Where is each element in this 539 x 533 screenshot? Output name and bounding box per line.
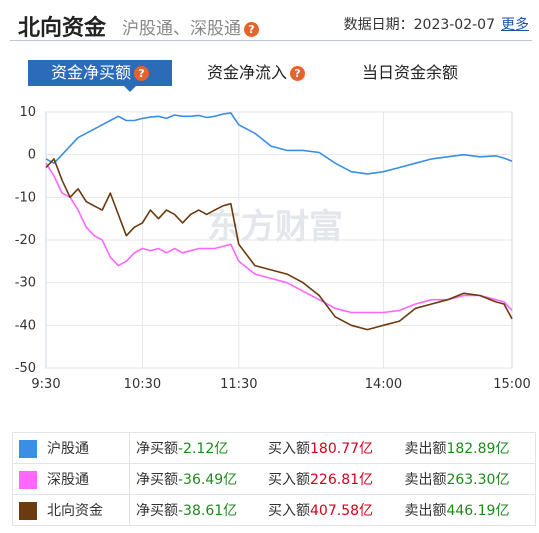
- buy-value: 407.58亿: [310, 503, 374, 519]
- legend-series: 北向资金: [12, 494, 130, 526]
- page-title: 北向资金: [18, 16, 107, 41]
- y-tick-label: 10: [19, 105, 36, 120]
- more-link[interactable]: 更多: [501, 17, 529, 33]
- buy-label: 买入额: [268, 441, 311, 457]
- data-date: 数据日期：2023-02-07 更多: [344, 14, 529, 34]
- net-value: -38.61亿: [178, 503, 238, 519]
- legend-table: 沪股通 净买额-2.12亿 买入额180.77亿 卖出额182.89亿 深股通 净买额-3…: [12, 432, 537, 526]
- sell-label: 卖出额: [404, 503, 447, 519]
- legend-swatch: [19, 502, 37, 520]
- subtitle-text: 沪股通、深股通: [122, 19, 241, 39]
- legend-series: 深股通: [12, 463, 130, 495]
- series-line-2: [45, 158, 513, 331]
- y-tick-label: -50: [15, 361, 36, 376]
- series-line-0: [45, 112, 513, 175]
- y-tick-label: -10: [15, 190, 36, 205]
- net-value: -2.12亿: [178, 441, 229, 457]
- legend-series-name: 深股通: [47, 472, 89, 488]
- x-tick-label: 14:00: [365, 377, 402, 392]
- help-icon[interactable]: ?: [134, 66, 149, 81]
- net-label: 净买额: [136, 503, 178, 519]
- y-axis-labels: 10 0 -10 -20 -30 -40 -50: [15, 105, 36, 376]
- sell-value: 446.19亿: [446, 503, 510, 519]
- net-label: 净买额: [136, 441, 178, 457]
- legend-net: 净买额-36.49亿: [129, 463, 263, 495]
- sell-value: 263.30亿: [446, 472, 510, 488]
- legend-series-name: 沪股通: [47, 441, 89, 457]
- date-label: 数据日期：: [343, 17, 414, 33]
- legend-net: 净买额-2.12亿: [129, 432, 263, 464]
- x-axis-labels: 9:30 10:30 11:30 14:00 15:00: [31, 377, 530, 392]
- x-tick-label: 15:00: [493, 377, 530, 392]
- legend-net: 净买额-38.61亿: [129, 494, 263, 526]
- tab-net-inflow-label: 资金净流入: [206, 63, 287, 82]
- tab-net-buy[interactable]: 资金净买额?: [28, 60, 172, 92]
- tab-daily-balance-label: 当日资金余额: [361, 63, 458, 82]
- date-value: 2023-02-07: [413, 17, 495, 33]
- sell-label: 卖出额: [404, 441, 447, 457]
- chart-series: [45, 112, 513, 331]
- y-tick-label: -40: [15, 318, 36, 333]
- x-tick-label: 9:30: [31, 377, 60, 392]
- tab-daily-balance[interactable]: 当日资金余额: [345, 60, 475, 86]
- legend-sell: 卖出额446.19亿: [398, 494, 537, 526]
- page-subtitle: 沪股通、深股通?: [122, 14, 259, 39]
- legend-row: 北向资金 净买额-38.61亿 买入额407.58亿 卖出额446.19亿: [12, 494, 537, 526]
- legend-buy: 买入额180.77亿: [262, 432, 399, 464]
- y-tick-label: -30: [15, 276, 36, 291]
- net-label: 净买额: [136, 472, 178, 488]
- north-fund-chart: 东方财富 10 0 -10 -20 -30 -40 -50 9:30 10:30 11:30 14…: [15, 105, 531, 392]
- y-tick-label: -20: [15, 233, 36, 248]
- buy-value: 180.77亿: [310, 441, 374, 457]
- legend-sell: 卖出额263.30亿: [398, 463, 537, 495]
- chart-tabs: 资金净买额? 资金净流入? 当日资金余额: [0, 60, 539, 92]
- legend-row: 沪股通 净买额-2.12亿 买入额180.77亿 卖出额182.89亿: [12, 432, 537, 464]
- active-tab-pointer: [124, 86, 136, 92]
- legend-buy: 买入额407.58亿: [262, 494, 399, 526]
- tab-net-buy-label: 资金净买额: [50, 63, 131, 82]
- legend-buy: 买入额226.81亿: [262, 463, 399, 495]
- help-icon[interactable]: ?: [290, 66, 305, 81]
- x-tick-label: 11:30: [220, 377, 257, 392]
- series-line-1: [45, 162, 513, 314]
- legend-sell: 卖出额182.89亿: [398, 432, 537, 464]
- legend-series-name: 北向资金: [47, 503, 103, 519]
- buy-value: 226.81亿: [310, 472, 374, 488]
- legend-swatch: [19, 471, 37, 489]
- legend-series: 沪股通: [12, 432, 130, 464]
- y-tick-label: 0: [28, 148, 36, 163]
- sell-value: 182.89亿: [446, 441, 510, 457]
- help-icon[interactable]: ?: [244, 21, 259, 37]
- watermark-text: 东方财富: [207, 207, 343, 247]
- header: 北向资金 沪股通、深股通? 数据日期：2023-02-07 更多: [0, 0, 539, 41]
- header-divider: [10, 40, 532, 41]
- buy-label: 买入额: [268, 503, 311, 519]
- tab-net-inflow[interactable]: 资金净流入?: [196, 60, 316, 86]
- sell-label: 卖出额: [404, 472, 447, 488]
- x-tick-label: 10:30: [124, 377, 161, 392]
- legend-swatch: [19, 440, 37, 458]
- net-value: -36.49亿: [178, 472, 238, 488]
- buy-label: 买入额: [268, 472, 311, 488]
- legend-row: 深股通 净买额-36.49亿 买入额226.81亿 卖出额263.30亿: [12, 463, 537, 495]
